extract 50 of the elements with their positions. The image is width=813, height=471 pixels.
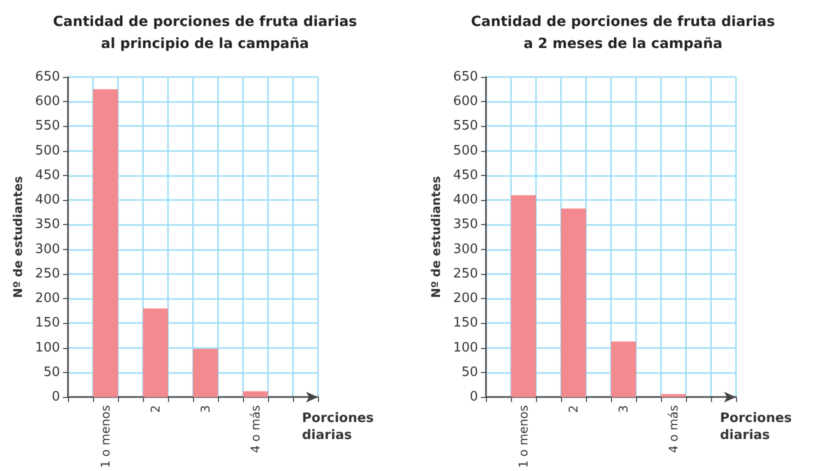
bar	[243, 391, 268, 398]
y-tick-label: 550	[453, 118, 478, 134]
y-tick-label: 250	[35, 266, 60, 282]
bar	[93, 89, 118, 398]
y-tick-label: 400	[35, 192, 60, 208]
x-tick-label: 1 o menos	[98, 405, 112, 468]
y-axis-title: Nº de estudiantes	[429, 176, 443, 298]
chart-title: Cantidad de porciones de fruta diarias a 2 meses de la campaña	[471, 14, 775, 52]
chart-title: Cantidad de porciones de fruta diarias al principio de la campaña	[53, 14, 357, 52]
y-tick-label: 150	[453, 316, 478, 331]
x-tick-label: 2	[566, 405, 580, 413]
y-tick-label: 0	[470, 390, 478, 405]
bar	[661, 394, 686, 398]
y-tick-label: 600	[453, 94, 478, 110]
y-tick-label: 300	[453, 242, 478, 257]
y-tick-label: 100	[453, 340, 478, 356]
y-tick-label: 200	[453, 291, 478, 306]
x-tick-label: 1 o menos	[516, 405, 530, 468]
y-tick-label: 0	[52, 390, 60, 405]
y-tick-label: 650	[453, 70, 478, 84]
bar	[511, 195, 536, 398]
y-tick-label: 250	[453, 266, 478, 282]
y-tick-label: 50	[461, 365, 478, 380]
y-tick-label: 600	[35, 94, 60, 110]
x-axis-title: Porciones diarias	[720, 411, 796, 443]
x-tick-label: 3	[198, 405, 212, 413]
y-tick-label: 500	[35, 143, 60, 158]
x-tick-label: 3	[616, 405, 630, 413]
y-axis-title: Nº de estudiantes	[11, 176, 25, 298]
y-tick-label: 500	[453, 143, 478, 158]
y-tick-label: 50	[43, 365, 60, 380]
bar	[611, 341, 636, 398]
y-tick-label: 650	[35, 70, 60, 84]
y-tick-label: 550	[35, 118, 60, 134]
x-tick-label: 4 o más	[248, 405, 262, 454]
bar	[193, 348, 218, 398]
y-tick-label: 150	[35, 316, 60, 331]
y-tick-label: 350	[453, 217, 478, 232]
y-tick-label: 200	[35, 291, 60, 306]
bar	[143, 308, 168, 398]
bar	[561, 208, 586, 398]
y-tick-label: 450	[35, 168, 60, 183]
y-tick-label: 350	[35, 217, 60, 232]
y-tick-label: 450	[453, 168, 478, 183]
x-tick-label: 4 o más	[666, 405, 680, 454]
y-tick-label: 300	[35, 242, 60, 257]
x-tick-label: 2	[148, 405, 162, 413]
x-axis-title: Porciones diarias	[302, 411, 378, 443]
y-tick-label: 400	[453, 192, 478, 208]
y-tick-label: 100	[35, 340, 60, 356]
